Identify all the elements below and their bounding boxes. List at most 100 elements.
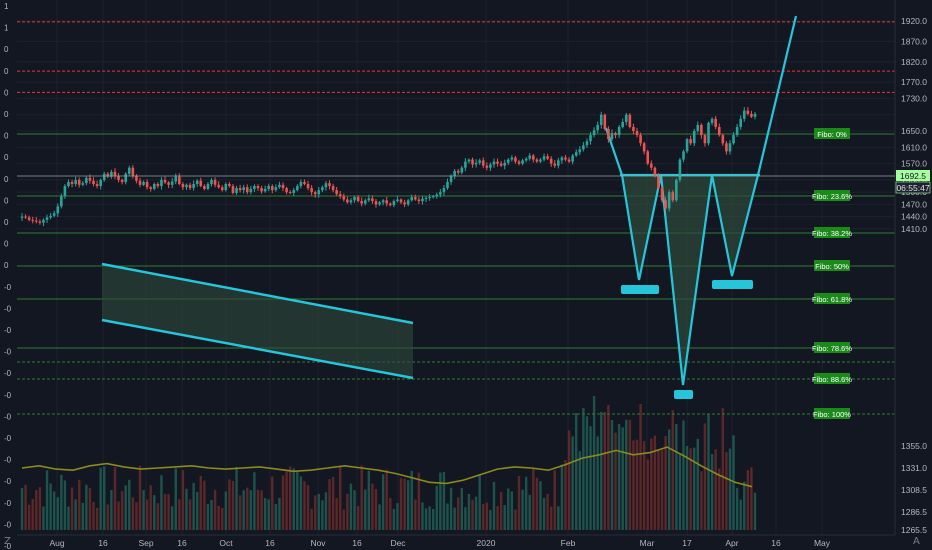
volume-bar [718, 468, 721, 530]
volume-bar [514, 509, 517, 530]
volume-bar [52, 491, 56, 530]
fib-label-bg [814, 373, 850, 384]
right-shoulder-fill [712, 175, 758, 276]
volume-bar [113, 466, 117, 530]
candle-body [321, 187, 324, 191]
volume-bar [38, 487, 42, 530]
volume-bar [621, 427, 624, 530]
pattern-drawings[interactable] [101, 15, 798, 399]
candle-body [721, 135, 725, 144]
volume-bar [589, 426, 592, 530]
volume-bar [24, 484, 27, 530]
volume-bar [167, 494, 170, 530]
volume-bar [385, 469, 388, 530]
left-axis-tick: 0 [4, 88, 9, 97]
candle-body [188, 184, 192, 189]
volume-bar [292, 468, 295, 530]
candle-body [657, 175, 660, 189]
candle-body [642, 143, 646, 152]
candle-body [95, 184, 99, 187]
candle-body [163, 179, 167, 183]
head-marker [674, 390, 693, 399]
candle-body [385, 200, 389, 204]
candle-body [213, 179, 217, 185]
volume-ma-line [21, 446, 753, 488]
channel-lower-line [101, 318, 414, 380]
candle-body [192, 184, 195, 189]
volume-bar [228, 479, 231, 530]
fib-label: Fibo: 100% [813, 410, 851, 419]
candle-body [746, 110, 750, 114]
left-axis-tick: -0 [4, 304, 12, 313]
volume-bar [428, 506, 431, 530]
fib-label-bg [814, 260, 850, 271]
candle-body [74, 179, 77, 184]
volume-bar [439, 472, 442, 530]
candle-body [335, 190, 338, 195]
candle-body [449, 175, 453, 182]
candle-body [260, 188, 263, 192]
candle-body [67, 181, 70, 187]
candle-body [381, 200, 385, 203]
candle-body [342, 196, 346, 200]
fib-label-bg [814, 190, 850, 201]
candle-body [446, 181, 449, 189]
left-axis-tick: -0 [4, 477, 12, 486]
volume-bar [603, 412, 607, 530]
candle-body [160, 179, 163, 187]
candle-body [474, 162, 478, 165]
candle-body [24, 216, 27, 218]
price-tick-label: 1870.0 [901, 36, 927, 46]
volume-bar [242, 490, 245, 530]
candle-body [632, 126, 635, 132]
candle-body [88, 177, 92, 181]
volume-bar [267, 499, 270, 530]
volume-bar [721, 408, 725, 530]
last-price-bg [896, 170, 930, 181]
volume-bar [696, 438, 699, 530]
candle-body [424, 197, 428, 199]
candle-body [367, 198, 371, 201]
left-axis-tick: 0 [4, 153, 9, 162]
volume-bar [389, 498, 392, 530]
volume-bar [678, 453, 682, 530]
volume-bar [442, 472, 446, 530]
time-tick-label: 16 [177, 538, 187, 548]
time-tick-label: Aug [49, 538, 64, 548]
volume-bar [381, 474, 385, 530]
time-tick-label: 16 [771, 538, 781, 548]
volume-bar [671, 410, 674, 530]
candle-body [288, 192, 292, 194]
logo-icon[interactable]: Z [4, 536, 11, 547]
candle-body [514, 157, 517, 162]
candle-body [313, 192, 317, 195]
volume-bar [392, 508, 396, 530]
auto-scale-icon[interactable]: A [913, 536, 920, 547]
candle-body [170, 181, 174, 185]
volume-bar [596, 436, 599, 530]
candle-body [356, 197, 360, 202]
candle-body [267, 186, 271, 189]
volume-bar [700, 471, 703, 530]
candle-body [242, 187, 245, 191]
candle-body [310, 188, 313, 193]
volume-bar [170, 506, 174, 530]
volume-bar [67, 506, 70, 530]
candle-body [574, 152, 578, 156]
candle-body [106, 173, 110, 177]
left-axis-tick: 0 [4, 67, 9, 76]
left-axis-tick: 0 [4, 261, 9, 270]
volume-bar [31, 499, 34, 530]
volume-bar [492, 481, 496, 530]
volume-bar [296, 471, 299, 530]
volume-bar [85, 484, 88, 530]
volume-bar [138, 465, 142, 530]
candle-body [360, 201, 363, 204]
left-axis-tick: -0 [4, 391, 12, 400]
candle-body [113, 171, 117, 176]
volume-bar [35, 490, 38, 530]
candle-body [31, 219, 35, 221]
left-axis-tick: -0 [4, 283, 12, 292]
volume-bar [95, 507, 99, 530]
